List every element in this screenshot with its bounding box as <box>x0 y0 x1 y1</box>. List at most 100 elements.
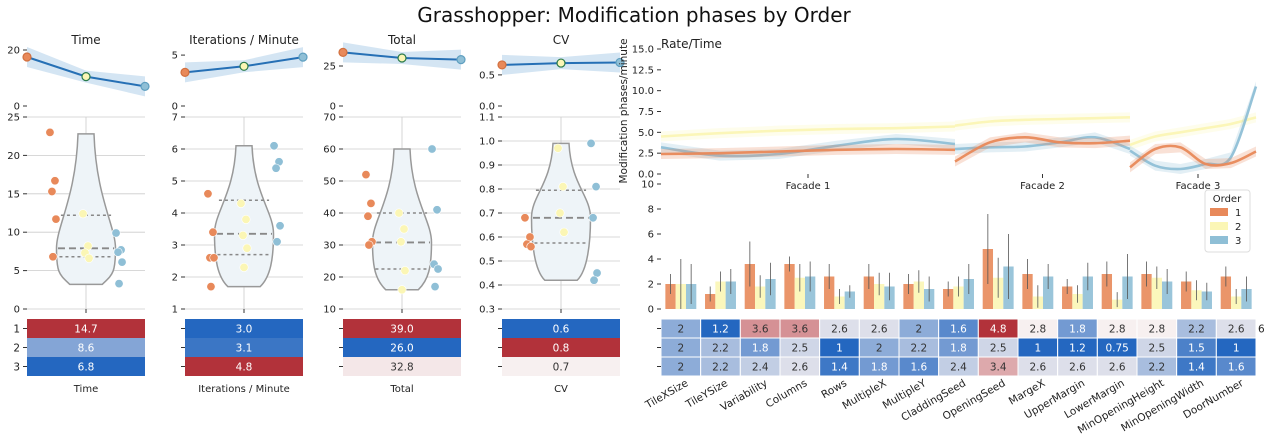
data-point-order-2 <box>242 243 252 253</box>
heat-cell-value: 3.1 <box>236 343 253 355</box>
param-heat-value: 1 <box>1034 343 1041 355</box>
bar-ytick-label: 0 <box>648 305 654 316</box>
param-heat-value: 2.6 <box>1109 362 1126 374</box>
param-heat-value: 1.8 <box>752 343 769 355</box>
data-point-order-1 <box>203 189 213 199</box>
param-heat-value: 1.4 <box>1188 362 1205 374</box>
bar-Rows-order-3 <box>844 291 855 309</box>
data-point-order-3 <box>588 213 598 223</box>
data-point-order-1 <box>51 214 61 224</box>
data-point-order-3 <box>589 275 599 285</box>
heat-cell <box>185 319 303 338</box>
param-heat-value: 2.2 <box>712 362 729 374</box>
ytick-label: 1.0 <box>479 137 495 148</box>
heat-cell-value: 26.0 <box>390 343 413 355</box>
legend-swatch-order-1 <box>1210 208 1228 216</box>
bar-Columns-order-2 <box>794 277 805 309</box>
bar-MultipleX-order-2 <box>874 284 885 309</box>
param-heat-value: 3.6 <box>752 324 769 336</box>
data-point-order-1 <box>363 211 373 221</box>
legend-label: 3 <box>1235 236 1241 247</box>
param-heat-value: 2.6 <box>871 324 888 336</box>
plot-layer: Time020051015202514.718.626.83TimeIterat… <box>7 33 1265 436</box>
data-point-order-2 <box>555 208 565 218</box>
rate-ci-band-order-2 <box>955 112 1130 131</box>
panel-xlabel-ipm: Iterations / Minute <box>198 384 290 395</box>
bar-MinOpeningWidth-order-1 <box>1181 281 1192 309</box>
data-point-order-2 <box>236 198 246 208</box>
heat-cell-value: 0.8 <box>553 343 570 355</box>
param-heat-value: 2 <box>915 324 922 336</box>
param-heat-value: 1.6 <box>1228 362 1245 374</box>
param-heat-value: 1.2 <box>1069 343 1086 355</box>
data-point-order-2 <box>396 237 406 247</box>
heat-row-label: 3 <box>13 362 20 374</box>
data-point-order-3 <box>117 257 127 267</box>
heat-cell-value: 6.8 <box>78 362 95 374</box>
param-heat-value: 2.2 <box>910 343 927 355</box>
data-point-order-2 <box>400 266 410 276</box>
param-heat-value: 1.5 <box>1188 343 1205 355</box>
data-point-order-2 <box>558 182 568 192</box>
rate-line-order-2 <box>1129 116 1257 147</box>
rate-line-order-2 <box>660 125 956 138</box>
legend-title: Order <box>1213 194 1242 205</box>
rate-ytick-label: 5.0 <box>638 128 654 139</box>
param-heat-value: 1.8 <box>950 343 967 355</box>
top-ytick-label: 5 <box>172 51 178 62</box>
category-label: MultipleX <box>840 377 888 412</box>
ytick-label: 1.1 <box>479 113 495 124</box>
trend-point <box>456 54 466 65</box>
param-heat-value: 2 <box>677 343 684 355</box>
ytick-label: 30 <box>323 241 336 252</box>
rate-ytick-label: 10.0 <box>632 86 654 97</box>
trend-point <box>81 71 91 82</box>
trend-ci-band <box>27 47 145 97</box>
data-point-order-3 <box>432 205 442 215</box>
data-point-order-1 <box>520 213 530 223</box>
top-ytick-label: 0 <box>14 102 20 113</box>
data-point-order-3 <box>272 237 282 247</box>
data-point-order-1 <box>361 170 371 180</box>
trend-point <box>180 67 190 78</box>
rate-ytick-label: 2.5 <box>638 149 654 160</box>
heat-cell-value: 14.7 <box>74 324 97 336</box>
legend-swatch-order-2 <box>1210 222 1228 230</box>
ytick-label: 10 <box>7 228 20 239</box>
panel-title-total: Total <box>387 33 416 47</box>
heat-cell <box>27 357 145 376</box>
ytick-label: 20 <box>7 151 20 162</box>
heat-cell-value: 0.6 <box>553 324 570 336</box>
top-ytick-label: 0.0 <box>479 102 495 113</box>
ytick-label: 0.3 <box>479 305 495 316</box>
bar-ytick-label: 2 <box>648 280 654 291</box>
param-heat-value: 3.4 <box>990 362 1007 374</box>
data-point-order-2 <box>399 224 409 234</box>
bar-UpperMargin-order-1 <box>1062 286 1073 309</box>
param-heat-value: 2.8 <box>1029 324 1046 336</box>
heat-cell-value: 4.8 <box>236 362 253 374</box>
param-heat-value: 2.5 <box>791 343 808 355</box>
trend-point <box>140 81 150 92</box>
legend-label: 1 <box>1235 208 1241 219</box>
heat-cell <box>502 357 620 376</box>
param-heat-value: 2 <box>876 343 883 355</box>
ytick-label: 60 <box>323 145 336 156</box>
ytick-label: 0.6 <box>479 233 495 244</box>
data-point-order-1 <box>45 127 55 137</box>
rate-line-order-1 <box>660 147 956 156</box>
param-heat-value: 0.75 <box>1105 343 1128 355</box>
heat-cell-value: 8.6 <box>78 343 95 355</box>
panel-xlabel-total: Total <box>389 384 413 395</box>
param-heat-cell <box>1215 356 1257 377</box>
ytick-label: 1 <box>172 305 178 316</box>
panel-xlabel-cv: CV <box>554 384 568 395</box>
bar-LowerMargin-order-1 <box>1101 274 1113 309</box>
data-point-order-3 <box>113 247 123 257</box>
ytick-label: 3 <box>172 241 178 252</box>
data-point-order-2 <box>239 262 249 272</box>
facet-label: Facade 2 <box>1020 181 1065 192</box>
data-point-order-3 <box>433 264 443 274</box>
param-heat-value: 2.2 <box>1148 362 1165 374</box>
param-heat-value: 4.8 <box>990 324 1007 336</box>
